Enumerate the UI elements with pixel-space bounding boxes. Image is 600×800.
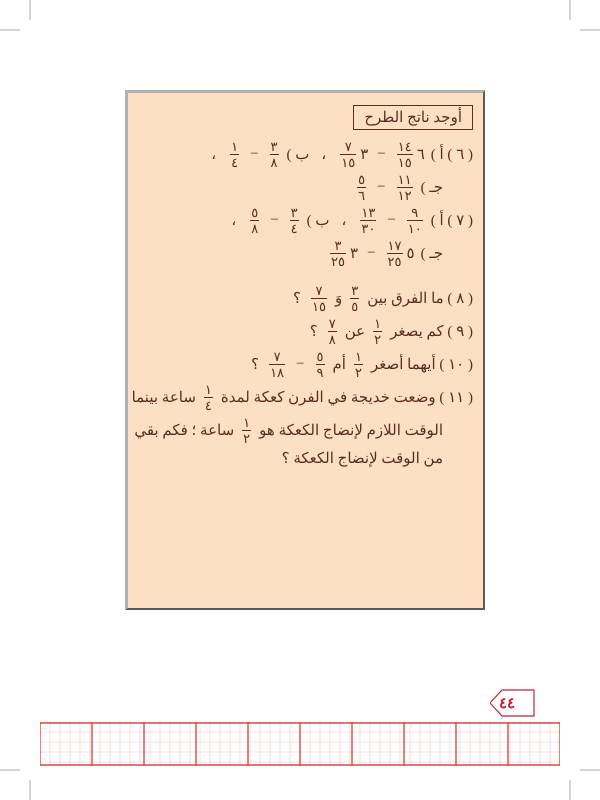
p6b-label: ب ) [287, 145, 310, 164]
p11-l2: الوقت اللازم لإنضاج الكعكة هو ١٢ ساعة ؛ … [138, 416, 473, 445]
p11-l1: ( ١١ ) وضعت خديجة في الفرن كعكة لمدة ١٤ … [138, 383, 473, 412]
heading: أوجد ناتج الطرح [353, 105, 473, 130]
p7c-label: جـ ) [421, 244, 443, 263]
p10: ( ١٠ ) أيهما أصغر ١٢ أم ٥٩ − ٧١٨ ؟ [138, 350, 473, 379]
exercise-panel: أوجد ناتج الطرح ( ٦ ) أ ) ٦ ١٤١٥ − ٣ ٧١٥… [125, 90, 485, 610]
p6-ab: ( ٦ ) أ ) ٦ ١٤١٥ − ٣ ٧١٥ ، ب ) ٣٨ − ١٤ ، [138, 140, 473, 169]
minus: − [374, 146, 388, 163]
p7-label: ( ٧ ) أ ) [431, 211, 473, 230]
p8: ( ٨ ) ما الفرق بين ٣٥ وَ ٧١٥ ؟ [138, 284, 473, 313]
p6-c: جـ ) ١١١٢ − ٥٦ [138, 173, 473, 202]
p9: ( ٩ ) كم يصغر ١٢ عن ٧٨ ؟ [138, 317, 473, 346]
p7-ab: ( ٧ ) أ ) ٩١٠ − ١٣٣٠ ، ب ) ٣٤ − ٥٨ ، [138, 206, 473, 235]
p7b-label: ب ) [307, 211, 330, 230]
p6a-whole: ٦ [417, 145, 425, 164]
p7-c: جـ ) ٥ ١٧٢٥ − ٣ ٣٢٥ [138, 239, 473, 268]
page-number: ٤٤ [499, 694, 515, 713]
p6a-whole2: ٣ [360, 145, 368, 164]
p6c-label: جـ ) [421, 178, 443, 197]
p6-label: ( ٦ ) أ ) [431, 145, 473, 164]
grid-strip [40, 722, 560, 766]
p11-l3: من الوقت لإنضاج الكعكة ؟ [138, 449, 473, 468]
